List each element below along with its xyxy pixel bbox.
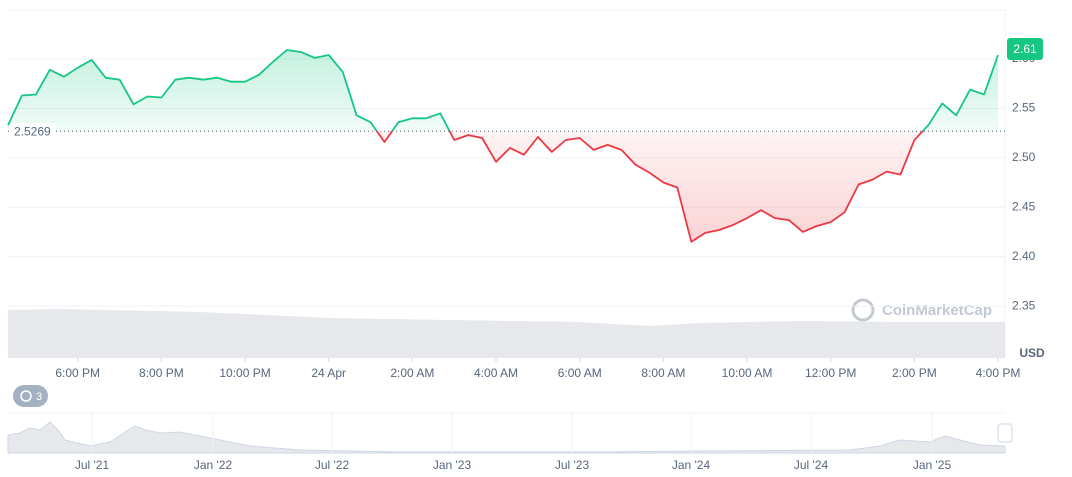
y-tick-label: 2.35	[1012, 298, 1036, 312]
watermark-text: CoinMarketCap	[882, 302, 992, 319]
x-tick-label: 2:00 AM	[390, 366, 434, 380]
badge-count: 3	[36, 391, 42, 403]
navigator-label: Jul '21	[75, 458, 110, 472]
x-tick-label: 8:00 AM	[641, 366, 685, 380]
y-tick-label: 2.40	[1012, 249, 1036, 263]
x-tick-label: 2:00 PM	[892, 366, 937, 380]
navigator-label: Jul '23	[555, 458, 590, 472]
navigator-label: Jul '22	[315, 458, 350, 472]
watermark: CoinMarketCap	[851, 298, 992, 322]
area-fill	[8, 50, 999, 242]
navigator-label: Jan '24	[672, 458, 711, 472]
price-tag-text: 2.61	[1013, 42, 1037, 56]
baseline-label-bg	[10, 123, 56, 140]
x-tick-label: 4:00 PM	[976, 366, 1021, 380]
y-tick-label: 2.45	[1012, 199, 1036, 213]
x-tick-label: 12:00 PM	[805, 366, 856, 380]
navigator-label: Jan '25	[913, 458, 952, 472]
x-tick-label: 4:00 AM	[474, 366, 518, 380]
x-tick-label: 10:00 AM	[722, 366, 773, 380]
navigator-label: Jul '24	[794, 458, 829, 472]
navigator-area	[7, 421, 1006, 454]
y-tick-label: 2.50	[1012, 150, 1036, 164]
badge-icon	[20, 390, 32, 402]
x-tick-label: 6:00 AM	[558, 366, 602, 380]
y-unit: USD	[1019, 346, 1045, 360]
x-tick-label: 8:00 PM	[139, 366, 184, 380]
price-line	[7, 49, 999, 243]
x-tick-label: 24 Apr	[311, 366, 346, 380]
x-tick-label: 10:00 PM	[219, 366, 270, 380]
navigator-label: Jan '23	[433, 458, 472, 472]
volume-area	[8, 309, 1005, 358]
navigator	[7, 412, 1013, 454]
baseline-label: 2.5269	[14, 124, 51, 138]
y-tick-label: 2.55	[1012, 101, 1036, 115]
watermark-logo	[851, 298, 875, 322]
navigator-label: Jan '22	[194, 458, 233, 472]
x-tick-label: 6:00 PM	[55, 366, 100, 380]
navigator-handle[interactable]	[997, 423, 1013, 443]
price-tag	[1007, 38, 1043, 61]
